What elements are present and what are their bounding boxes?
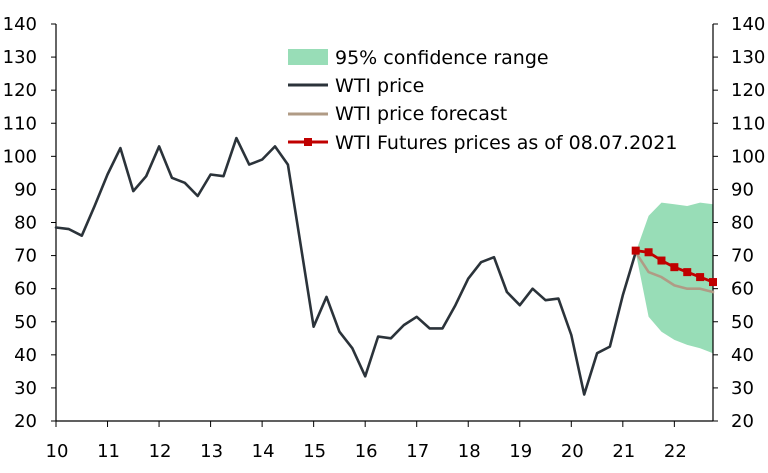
y-tick-label-left: 130 (3, 47, 37, 68)
x-tick-label: 12 (149, 441, 172, 462)
futures-point (709, 278, 717, 287)
y-tick-label-left: 50 (14, 312, 37, 333)
confidence-band-layer (635, 202, 713, 354)
tick-labels-layer: 20 20 30 30 40 40 50 50 60 60 70 70 80 80 90 90 100 100 11… (3, 14, 766, 462)
x-tick-label: 15 (303, 441, 326, 462)
legend-swatch-confidence-range (288, 49, 328, 65)
y-tick-label-right: 20 (731, 411, 754, 432)
x-tick-label: 21 (612, 441, 635, 462)
legend-label-confidence-range: 95% confidence range (335, 47, 549, 69)
y-tick-label-right: 50 (731, 312, 754, 333)
legend-marker-wti-futures (304, 138, 312, 146)
x-tick-label: 19 (509, 441, 532, 462)
legend: 95% confidence range WTI price WTI price… (288, 47, 677, 154)
futures-point (683, 268, 692, 277)
y-tick-label-right: 140 (731, 14, 765, 35)
y-tick-label-left: 100 (3, 146, 37, 167)
y-tick-label-right: 100 (731, 146, 765, 167)
y-tick-label-left: 110 (3, 113, 37, 134)
y-tick-label-right: 40 (731, 345, 754, 366)
y-tick-label-right: 130 (731, 47, 765, 68)
y-tick-label-right: 90 (731, 179, 754, 200)
x-tick-label: 22 (664, 441, 687, 462)
y-tick-label-right: 80 (731, 213, 754, 234)
futures-point (696, 273, 705, 282)
legend-label-wti-futures: WTI Futures prices as of 08.07.2021 (335, 132, 677, 154)
series-layer (54, 136, 717, 396)
x-tick-label: 10 (46, 441, 69, 462)
y-tick-label-left: 80 (14, 213, 37, 234)
futures-point (657, 256, 666, 265)
legend-label-wti-price: WTI price (335, 75, 424, 97)
confidence-band (635, 202, 713, 354)
y-tick-label-left: 140 (3, 14, 37, 35)
x-tick-label: 14 (252, 441, 275, 462)
y-tick-label-left: 70 (14, 246, 37, 267)
y-tick-label-right: 120 (731, 80, 765, 101)
x-tick-label: 13 (200, 441, 223, 462)
series-line-forecast (634, 251, 715, 294)
y-tick-label-right: 60 (731, 279, 754, 300)
legend-label-wti-forecast: WTI price forecast (335, 103, 507, 125)
series-line-price (54, 136, 638, 396)
futures-point (644, 248, 653, 257)
x-tick-label: 17 (406, 441, 429, 462)
y-tick-label-left: 60 (14, 279, 37, 300)
y-tick-label-right: 70 (731, 246, 754, 267)
futures-point (670, 263, 679, 272)
y-tick-label-left: 120 (3, 80, 37, 101)
y-tick-label-left: 20 (14, 411, 37, 432)
y-tick-label-right: 110 (731, 113, 765, 134)
x-tick-label: 11 (97, 441, 120, 462)
x-tick-label: 18 (458, 441, 481, 462)
y-tick-label-left: 30 (14, 378, 37, 399)
y-tick-label-left: 40 (14, 345, 37, 366)
futures-point (631, 246, 640, 255)
y-tick-label-left: 90 (14, 179, 37, 200)
x-tick-label: 20 (561, 441, 584, 462)
y-tick-label-right: 30 (731, 378, 754, 399)
x-tick-label: 16 (355, 441, 378, 462)
